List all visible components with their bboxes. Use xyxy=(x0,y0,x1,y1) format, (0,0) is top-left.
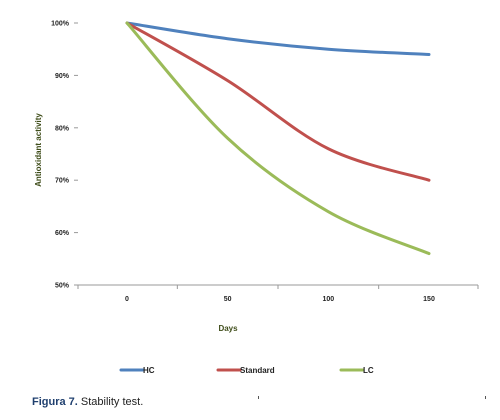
y-tick-label: 100% xyxy=(51,21,70,28)
series-line-lc xyxy=(125,21,431,256)
y-tick-label: 50% xyxy=(55,283,70,290)
legend: HC Standard LC xyxy=(119,366,374,375)
legend-label-hc: HC xyxy=(143,366,155,375)
y-tick-label: 80% xyxy=(55,125,70,132)
figure-caption-text: Stability test. xyxy=(77,396,144,408)
series-lines xyxy=(125,21,431,256)
stray-mark xyxy=(258,396,259,399)
series-line-standard xyxy=(125,21,431,182)
x-tick-label: 0 xyxy=(125,296,129,303)
series-line-hc xyxy=(125,21,431,56)
figure-caption: Figura 7. Stability test. xyxy=(32,396,143,408)
y-tick-label: 70% xyxy=(55,178,70,185)
legend-label-lc: LC xyxy=(363,366,374,375)
x-axis-title: Days xyxy=(218,324,238,333)
stray-mark xyxy=(485,396,486,399)
x-axis-ticks: 0 50 100 150 xyxy=(77,285,479,303)
y-tick-label: 90% xyxy=(55,73,70,80)
x-tick-label: 150 xyxy=(423,296,435,303)
figure-label: Figura 7. xyxy=(32,396,78,408)
stability-chart: 50% 60% 70% 80% 90% 100% 0 50 100 150 Days Antio… xyxy=(34,21,479,375)
y-tick-label: 60% xyxy=(55,230,70,237)
x-tick-label: 100 xyxy=(322,296,334,303)
y-axis-ticks: 50% 60% 70% 80% 90% 100% xyxy=(51,21,78,290)
legend-label-standard: Standard xyxy=(240,366,275,375)
x-tick-label: 50 xyxy=(224,296,232,303)
y-axis-title: Antioxidant activity xyxy=(34,113,43,187)
